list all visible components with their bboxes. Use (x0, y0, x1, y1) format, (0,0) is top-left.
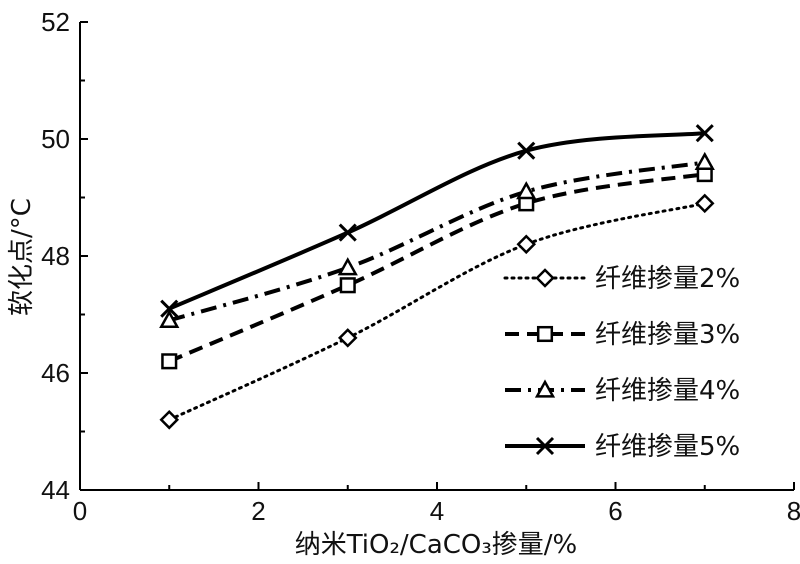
series-line (167, 201, 707, 422)
legend-label: 纤维掺量5% (595, 432, 740, 462)
data-point-marker (694, 193, 715, 214)
series-3 (159, 151, 715, 328)
series-2 (161, 166, 713, 370)
y-tick-label: 52 (41, 7, 70, 37)
data-point-marker (337, 257, 358, 276)
data-point-marker (517, 141, 536, 160)
series-1 (159, 193, 715, 430)
legend-item-2: 纤维掺量3% (505, 320, 740, 350)
x-tick-label: 0 (73, 496, 87, 526)
series-layer (159, 124, 715, 430)
data-point-marker (338, 223, 357, 242)
data-point-marker (516, 181, 537, 200)
data-point-marker (695, 124, 714, 143)
data-point-marker (337, 328, 358, 348)
legend-marker (536, 325, 554, 343)
legend-label: 纤维掺量2% (595, 264, 740, 294)
legend-item-1: 纤维掺量2% (503, 264, 740, 294)
x-tick-label: 6 (608, 496, 622, 526)
y-tick-label: 50 (41, 124, 70, 154)
x-axis-title: 纳米TiO₂/CaCO₃掺量/% (295, 530, 578, 560)
series-4 (160, 124, 714, 318)
series-line (168, 160, 706, 323)
x-marker-stroke (160, 299, 179, 318)
legend-marker (535, 436, 555, 456)
legend-label: 纤维掺量3% (595, 320, 740, 350)
x-marker-stroke (338, 223, 357, 242)
y-axis-title: 软化点/°C (7, 198, 37, 316)
data-point-marker (339, 277, 356, 294)
data-point-marker (159, 410, 180, 430)
x-marker-stroke (517, 141, 536, 160)
legend-item-3: 纤维掺量4% (505, 376, 740, 406)
y-tick-label: 44 (41, 475, 70, 505)
x-marker-stroke (535, 436, 555, 456)
legend-marker (534, 379, 556, 398)
axes (79, 22, 794, 491)
data-point-marker (159, 309, 180, 328)
data-point-marker (160, 299, 179, 318)
legend-marker (535, 268, 555, 288)
legend-label: 纤维掺量4% (595, 376, 740, 406)
x-tick-label: 2 (251, 496, 265, 526)
x-tick-label: 8 (787, 496, 800, 526)
legend: 纤维掺量2% 纤维掺量3% 纤维掺量4% 纤维掺量5% (503, 264, 740, 462)
data-point-marker (161, 353, 178, 370)
legend-item-4: 纤维掺量5% (505, 432, 740, 462)
x-tick-label: 4 (430, 496, 444, 526)
y-tick-label: 46 (41, 358, 70, 388)
data-point-marker (516, 234, 537, 255)
series-line (168, 172, 706, 364)
y-tick-label: 48 (41, 241, 70, 271)
series-line (168, 131, 705, 311)
data-point-marker (694, 151, 715, 171)
x-marker-stroke (695, 124, 714, 143)
